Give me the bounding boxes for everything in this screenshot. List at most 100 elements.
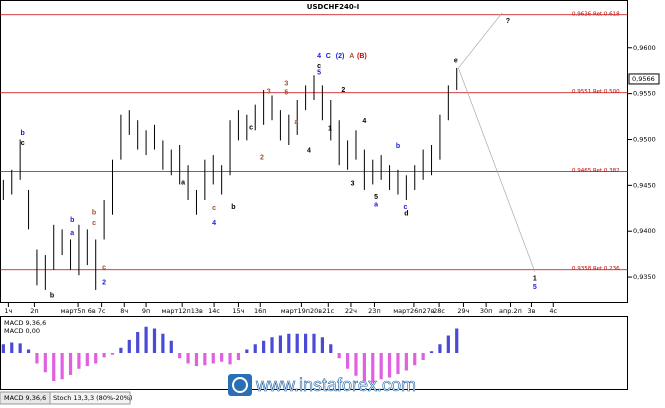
macd-bar (278, 335, 283, 353)
level-label: 0.9636 Ret 0.618 (572, 11, 620, 17)
macd-bar (186, 353, 190, 364)
macd-bar (312, 333, 316, 353)
macd-bar (404, 353, 408, 371)
x-tick-label: 14с (208, 307, 220, 315)
wave-label: 5 (284, 90, 288, 97)
projection-line (458, 12, 503, 69)
x-tick-label: апр.2п (499, 307, 522, 315)
tab-label[interactable]: Stoch 13,3,3 (80%-20%) (53, 394, 132, 402)
macd-bar (43, 353, 47, 373)
wave-label: A (349, 53, 354, 60)
macd-label: MACD 9,36,6 (4, 319, 46, 327)
wave-label: c (212, 205, 216, 212)
macd-bar (304, 333, 308, 353)
macd-bar (270, 337, 274, 353)
x-tick-label: март12п13в (161, 307, 203, 315)
macd-value: MACD 0,00 (4, 327, 40, 335)
x-tick-label: 4с (549, 307, 557, 315)
x-tick-label: 1ч (4, 307, 12, 315)
macd-bar (18, 343, 22, 353)
macd-bar (379, 353, 383, 380)
logo-mark (232, 377, 248, 393)
macd-bar (102, 353, 106, 358)
wave-label: 4 (362, 118, 366, 125)
wave-label: a (181, 179, 185, 186)
wave-label: b (70, 217, 74, 224)
macd-bar (194, 353, 199, 367)
macd-bar (169, 340, 173, 353)
watermark: www.instaforex.com (228, 374, 416, 396)
wave-label: b (231, 204, 235, 211)
wave-label: e (454, 57, 458, 64)
wave-label: c (404, 204, 408, 211)
macd-bar (245, 349, 249, 353)
x-tick-label: март19п20в (281, 307, 323, 315)
macd-bar (52, 353, 56, 381)
y-tick-label: 0,9450 (633, 181, 656, 189)
wave-label: b (396, 143, 400, 150)
y-tick-label: 0,9600 (633, 44, 656, 52)
tab[interactable] (49, 391, 131, 405)
x-tick-label: март5п 6в (60, 307, 95, 315)
wave-label: b (92, 210, 96, 217)
y-tick-label: 0,9500 (633, 135, 656, 143)
y-tick-label: 0,9350 (633, 273, 656, 281)
last-price-box (628, 73, 660, 85)
wave-label: 5 (374, 194, 378, 201)
macd-bar (438, 344, 442, 353)
wave-label: 4 (317, 53, 321, 60)
macd-bar (354, 353, 358, 376)
wave-label: b (50, 292, 54, 299)
macd-bar (295, 333, 299, 353)
macd-bar (287, 333, 291, 353)
wave-label: 2 (102, 279, 106, 286)
macd-bar (387, 353, 392, 378)
macd-bar (429, 351, 434, 353)
macd-bar (119, 347, 123, 353)
macd-bar (136, 332, 140, 353)
macd-bar (320, 337, 324, 353)
level-label: 0.9551 Ret 0.500 (572, 89, 620, 95)
macd-bar (1, 344, 5, 353)
x-tick-label: 15ч (232, 307, 244, 315)
macd-bar (236, 353, 241, 360)
macd-bar (345, 353, 350, 369)
macd-bar (60, 353, 64, 380)
macd-bar (262, 340, 266, 353)
macd-bar (35, 353, 39, 364)
macd-bar (337, 353, 341, 359)
macd-bar (85, 353, 89, 367)
wave-label: ? (506, 18, 510, 25)
price-panel (0, 0, 628, 303)
x-tick-label: 2п (30, 307, 38, 315)
wave-label: 2 (341, 87, 345, 94)
wave-label: 5 (317, 69, 321, 76)
macd-bar (152, 328, 157, 353)
macd-bar (413, 353, 417, 366)
wave-label: 2 (260, 155, 264, 162)
macd-bar (396, 353, 400, 374)
wave-label: a (70, 230, 74, 237)
macd-bar (203, 353, 207, 366)
macd-bar (362, 353, 366, 381)
x-tick-label: март26п27в (393, 307, 435, 315)
macd-bar (94, 353, 98, 364)
tab-label[interactable]: MACD 9,36,6 (4, 394, 46, 402)
macd-bar (421, 353, 425, 360)
macd-bar (228, 353, 232, 365)
x-tick-label: 7с (98, 307, 106, 315)
macd-bar (446, 335, 450, 353)
macd-bar (10, 342, 14, 353)
wave-label: c (92, 220, 96, 227)
macd-bar (455, 328, 459, 353)
x-tick-label: 30п (480, 307, 493, 315)
wave-label: 4 (212, 220, 216, 227)
wave-label: 5 (533, 284, 537, 291)
wave-label: 1 (533, 276, 537, 283)
macd-bar (77, 353, 81, 369)
wave-label: a (294, 119, 298, 126)
wave-label: b (21, 130, 25, 137)
wave-label: 3 (267, 89, 271, 96)
macd-bar (211, 353, 215, 364)
